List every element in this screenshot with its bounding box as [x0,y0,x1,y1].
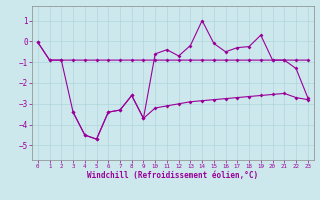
X-axis label: Windchill (Refroidissement éolien,°C): Windchill (Refroidissement éolien,°C) [87,171,258,180]
